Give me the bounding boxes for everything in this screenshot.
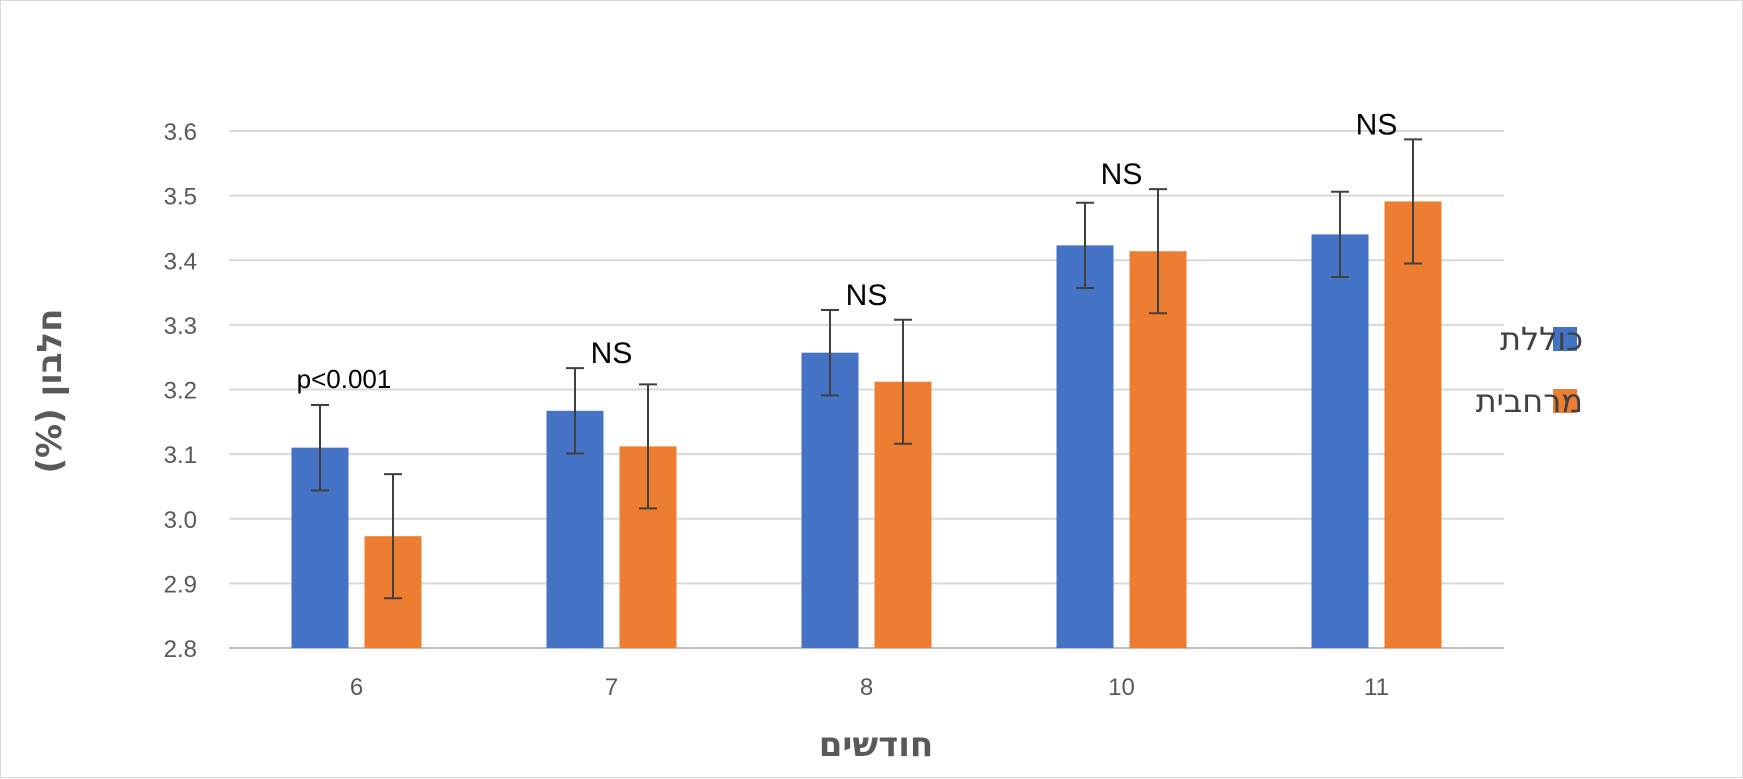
significance-label: p<0.001	[297, 364, 392, 394]
error-bar	[1404, 138, 1422, 265]
bar-series2-11	[1384, 201, 1442, 648]
error-bar	[384, 473, 402, 600]
x-tick-label: 7	[605, 674, 618, 701]
error-bar	[1076, 201, 1094, 290]
error-bar	[1331, 190, 1349, 279]
bar-series1-11	[1311, 234, 1369, 648]
y-tick-label: 2.9	[164, 571, 197, 598]
y-tick-label: 2.8	[164, 636, 197, 663]
x-tick-label: 10	[1108, 674, 1135, 701]
legend-label: כוללת	[1500, 320, 1583, 358]
x-axis-title: חודשים	[819, 725, 933, 765]
x-tick-label: 8	[860, 674, 873, 701]
significance-label: NS	[1101, 158, 1143, 191]
error-bar	[821, 309, 839, 397]
bar-series2-10	[1129, 251, 1187, 648]
y-tick-label: 3.2	[164, 378, 197, 405]
gridlines	[229, 130, 1504, 649]
y-tick-label: 3.1	[164, 442, 197, 469]
error-bars	[311, 138, 1422, 600]
error-bar	[566, 367, 584, 455]
legend-swatch	[1553, 389, 1577, 413]
x-tick-label: 6	[350, 674, 363, 701]
y-tick-label: 3.6	[164, 119, 197, 146]
error-bar	[639, 383, 657, 510]
legend-item: מרחבית	[1476, 382, 1583, 420]
significance-label: NS	[591, 337, 633, 370]
y-tick-labels: 2.8 2.9 3.0 3.1 3.2 3.3 3.4 3.5 3.6	[164, 119, 197, 663]
y-tick-label: 3.3	[164, 313, 197, 340]
bars	[291, 201, 1442, 649]
y-tick-label: 3.4	[164, 248, 197, 275]
legend-swatch	[1553, 327, 1577, 351]
error-bar	[311, 404, 329, 492]
legend-item: כוללת	[1500, 320, 1583, 358]
y-tick-label: 3.0	[164, 507, 197, 534]
error-bar	[1149, 188, 1167, 315]
x-tick-labels: 6 7 8 10 11	[350, 674, 1389, 701]
significance-label: NS	[1356, 108, 1398, 141]
x-tick-label: 11	[1364, 674, 1389, 701]
significance-label: NS	[846, 279, 888, 312]
legend-label: מרחבית	[1476, 382, 1583, 420]
y-axis-title: חלבון (%)	[30, 309, 70, 474]
legend: כוללת מרחבית	[1476, 320, 1583, 420]
y-tick-label: 3.5	[164, 184, 197, 211]
significance-annotations: p<0.001 NS NS NS NS	[297, 108, 1398, 394]
error-bar	[894, 318, 912, 445]
bar-series1-10	[1056, 245, 1114, 649]
bar-series1-8	[801, 352, 859, 648]
